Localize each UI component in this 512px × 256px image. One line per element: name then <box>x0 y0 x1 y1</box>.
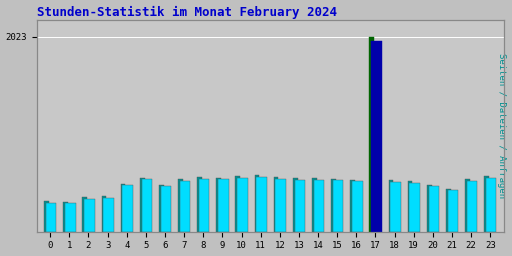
Bar <box>446 189 451 232</box>
Bar <box>331 179 336 232</box>
Bar <box>140 178 144 232</box>
Y-axis label: Seiten / Dateien / Anfragen: Seiten / Dateien / Anfragen <box>498 53 506 198</box>
Bar <box>180 181 190 232</box>
Bar <box>197 177 202 232</box>
Bar <box>352 181 362 232</box>
Bar <box>467 181 477 232</box>
Bar <box>484 176 489 232</box>
Bar <box>84 199 95 232</box>
Bar <box>159 185 164 232</box>
Bar <box>63 202 68 232</box>
Bar <box>216 178 221 232</box>
Bar <box>82 197 87 232</box>
Bar <box>122 185 133 232</box>
Bar <box>465 179 470 232</box>
Bar <box>447 190 458 232</box>
Bar <box>178 179 183 232</box>
Bar <box>121 184 125 232</box>
Bar <box>141 179 152 232</box>
Bar <box>314 180 324 232</box>
Bar <box>275 179 286 232</box>
Bar <box>161 186 171 232</box>
Bar <box>350 180 355 232</box>
Bar <box>103 198 114 232</box>
Bar <box>333 180 344 232</box>
Bar <box>254 175 260 232</box>
Bar <box>408 181 413 232</box>
Bar <box>390 182 401 232</box>
Bar <box>46 203 56 232</box>
Bar <box>44 201 49 232</box>
Text: Stunden-Statistik im Monat February 2024: Stunden-Statistik im Monat February 2024 <box>37 6 337 19</box>
Bar <box>274 177 279 232</box>
Bar <box>312 178 317 232</box>
Bar <box>294 180 305 232</box>
Bar <box>218 179 228 232</box>
Bar <box>371 41 381 232</box>
Bar <box>199 179 209 232</box>
Bar <box>101 196 106 232</box>
Bar <box>427 185 432 232</box>
Bar <box>410 183 420 232</box>
Bar <box>486 178 497 232</box>
Bar <box>237 178 248 232</box>
Bar <box>293 178 297 232</box>
Bar <box>429 186 439 232</box>
Bar <box>257 177 267 232</box>
Bar <box>236 176 240 232</box>
Bar <box>65 203 76 232</box>
Bar <box>389 180 393 232</box>
Bar <box>369 37 374 232</box>
